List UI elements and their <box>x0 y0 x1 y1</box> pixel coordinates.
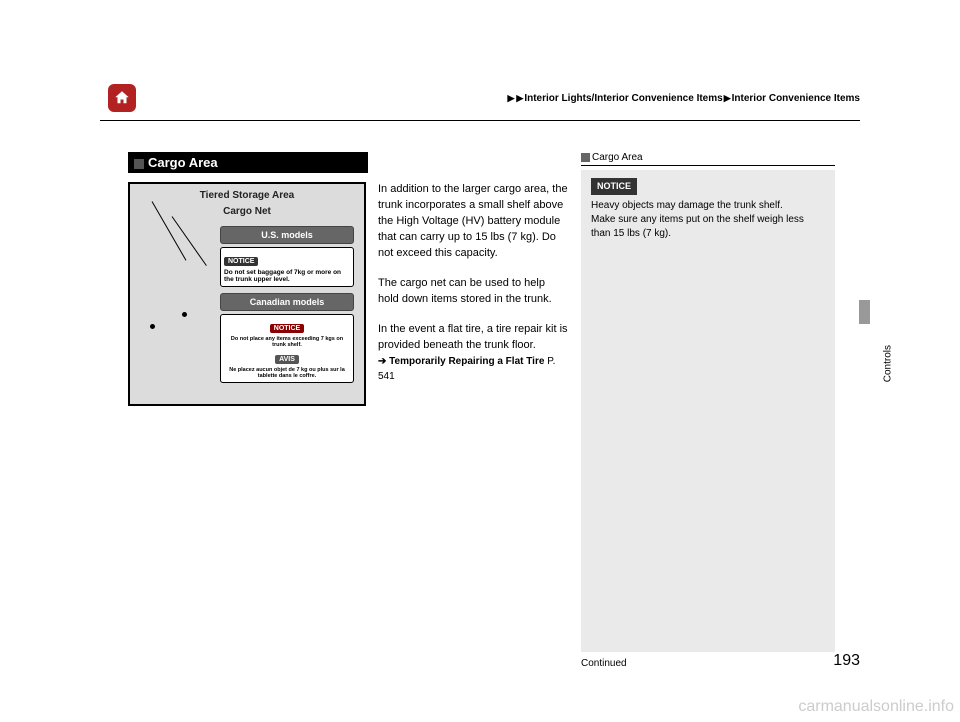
diagram-point <box>182 312 187 317</box>
sidebar-text: Heavy objects may damage the trunk shelf… <box>591 199 825 213</box>
sidebar-heading: Cargo Area <box>581 152 835 166</box>
notice-tag: NOTICE <box>270 324 304 333</box>
reference-arrow-icon: ➔ <box>378 356 389 367</box>
breadcrumb-level-2: Interior Convenience Items <box>732 93 860 104</box>
breadcrumb-arrow-icon: ▶ <box>516 93 523 103</box>
diagram-label-cargonet: Cargo Net <box>130 206 364 217</box>
continued-label: Continued <box>581 658 627 669</box>
notice-tag: NOTICE <box>224 257 258 266</box>
sidebar-notice-tag: NOTICE <box>591 178 637 195</box>
home-icon[interactable] <box>108 84 136 112</box>
header-divider <box>100 120 860 121</box>
breadcrumb-arrow-icon: ▶ <box>724 93 731 103</box>
chapter-tab-label: Controls <box>882 345 893 382</box>
body-paragraph: In the event a flat tire, a tire repair … <box>378 322 568 354</box>
diagram-label-stack: U.S. models NOTICE Do not set baggage of… <box>220 226 354 389</box>
us-notice-text: Do not set baggage of 7kg or more on the… <box>224 269 350 283</box>
cross-reference: ➔ Temporarily Repairing a Flat Tire P. 5… <box>378 355 568 384</box>
breadcrumb-arrow-icon: ▶ <box>507 93 514 103</box>
sidebar-heading-text: Cargo Area <box>592 152 643 163</box>
cargo-diagram: Tiered Storage Area Cargo Net U.S. model… <box>128 182 366 406</box>
sidebar-box: NOTICE Heavy objects may damage the trun… <box>581 170 835 652</box>
section-title: Cargo Area <box>128 152 368 173</box>
sidebar-heading-icon <box>581 153 590 162</box>
watermark: carmanualsonline.info <box>798 698 954 716</box>
us-models-pill: U.S. models <box>220 226 354 244</box>
reference-title: Temporarily Repairing a Flat Tire <box>389 356 544 367</box>
body-paragraph: The cargo net can be used to help hold d… <box>378 276 568 308</box>
section-bullet-icon <box>134 159 144 169</box>
ca-notice-box: NOTICE Do not place any items exceeding … <box>220 314 354 383</box>
avis-text: Ne placez aucun objet de 7 kg ou plus su… <box>224 367 350 379</box>
diagram-label-tiered: Tiered Storage Area <box>130 190 364 201</box>
section-title-text: Cargo Area <box>148 155 218 170</box>
breadcrumb-level-1: Interior Lights/Interior Convenience Ite… <box>524 93 722 104</box>
diagram-point <box>150 324 155 329</box>
canadian-models-pill: Canadian models <box>220 293 354 311</box>
sidebar-text: Make sure any items put on the shelf wei… <box>591 213 825 241</box>
page-number: 193 <box>833 652 860 670</box>
diagram-leader-line <box>172 216 207 266</box>
us-notice-box: NOTICE Do not set baggage of 7kg or more… <box>220 247 354 287</box>
breadcrumb: ▶▶Interior Lights/Interior Convenience I… <box>506 93 860 104</box>
ca-notice-text: Do not place any items exceeding 7 kgs o… <box>224 336 350 348</box>
chapter-tab <box>859 300 870 324</box>
avis-tag: AVIS <box>275 355 299 364</box>
body-text: In addition to the larger cargo area, th… <box>378 182 568 384</box>
body-paragraph: In addition to the larger cargo area, th… <box>378 182 568 262</box>
